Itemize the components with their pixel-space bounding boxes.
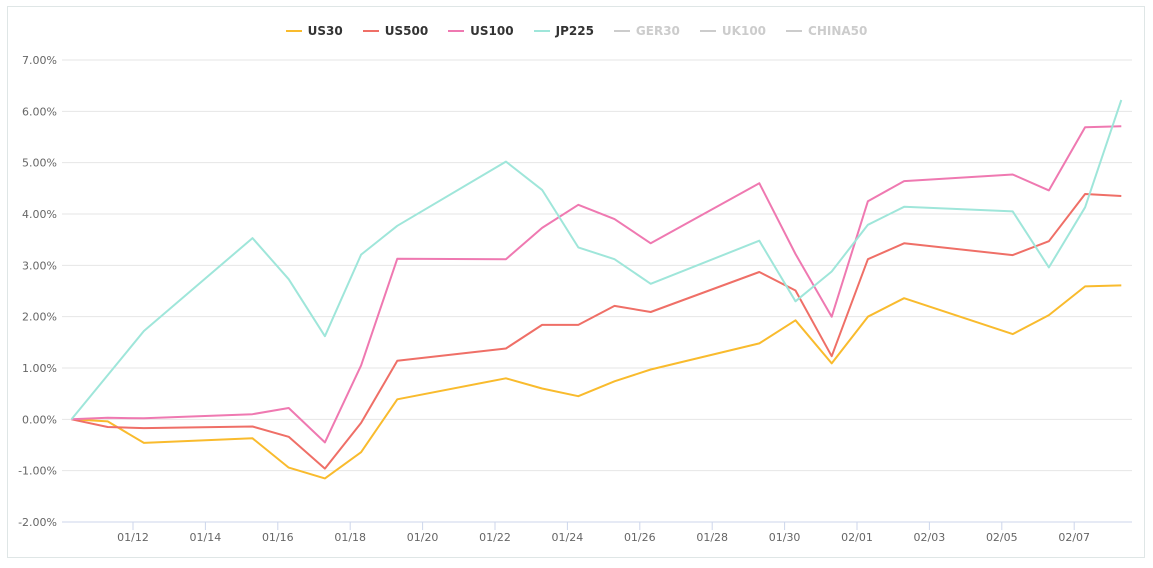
legend-swatch (613, 30, 630, 32)
x-tick-label: 02/07 (1058, 531, 1090, 544)
legend-item-ger30[interactable]: GER30 (613, 24, 680, 38)
legend-swatch (285, 30, 302, 32)
series-line-jp225 (70, 99, 1123, 420)
y-tick-label: 5.00% (22, 157, 57, 170)
legend-label: US100 (470, 24, 514, 38)
y-tick-label: -1.00% (18, 465, 57, 478)
legend-swatch (362, 30, 379, 32)
y-tick-label: 1.00% (22, 362, 57, 375)
x-tick-label: 01/24 (552, 531, 584, 544)
legend-label: JP225 (555, 24, 594, 38)
legend-label: US500 (384, 24, 429, 38)
x-tick-label: 02/01 (841, 531, 873, 544)
legend-item-jp225[interactable]: JP225 (533, 24, 594, 38)
legend-swatch (786, 30, 803, 32)
legend-item-china50[interactable]: CHINA50 (786, 24, 867, 38)
y-tick-label: 7.00% (22, 54, 57, 67)
legend-swatch (699, 30, 716, 32)
x-tick-label: 01/16 (262, 531, 294, 544)
x-tick-label: 01/22 (479, 531, 511, 544)
y-tick-label: 2.00% (22, 311, 57, 324)
series-line-us500 (71, 193, 1122, 470)
x-tick-label: 01/20 (407, 531, 439, 544)
x-tick-label: 01/18 (334, 531, 366, 544)
legend-label: UK100 (721, 24, 767, 38)
legend-label: GER30 (635, 24, 680, 38)
legend-swatch (533, 30, 550, 32)
legend-label: CHINA50 (808, 24, 868, 38)
x-tick-label: 02/03 (914, 531, 946, 544)
x-tick-label: 01/30 (769, 531, 801, 544)
series-line-us100 (71, 125, 1122, 444)
x-tick-label: 02/05 (986, 531, 1018, 544)
legend-label: US30 (307, 24, 343, 38)
x-tick-label: 01/26 (624, 531, 656, 544)
x-tick-label: 01/12 (117, 531, 149, 544)
legend-item-us100[interactable]: US100 (448, 24, 514, 38)
series-line-us30 (71, 284, 1122, 480)
y-tick-label: -2.00% (18, 516, 57, 529)
y-tick-label: 6.00% (22, 105, 57, 118)
y-tick-label: 4.00% (22, 208, 57, 221)
legend-item-us30[interactable]: US30 (285, 24, 343, 38)
x-tick-label: 01/28 (696, 531, 728, 544)
y-tick-label: 3.00% (22, 259, 57, 272)
legend: US30 US500 US100 JP225 GER30 UK100 CHINA50 (0, 24, 1153, 38)
legend-swatch (448, 30, 465, 32)
legend-item-uk100[interactable]: UK100 (699, 24, 767, 38)
chart-frame (7, 6, 1145, 558)
x-tick-label: 01/14 (190, 531, 222, 544)
legend-item-us500[interactable]: US500 (362, 24, 429, 38)
y-tick-label: 0.00% (22, 413, 57, 426)
